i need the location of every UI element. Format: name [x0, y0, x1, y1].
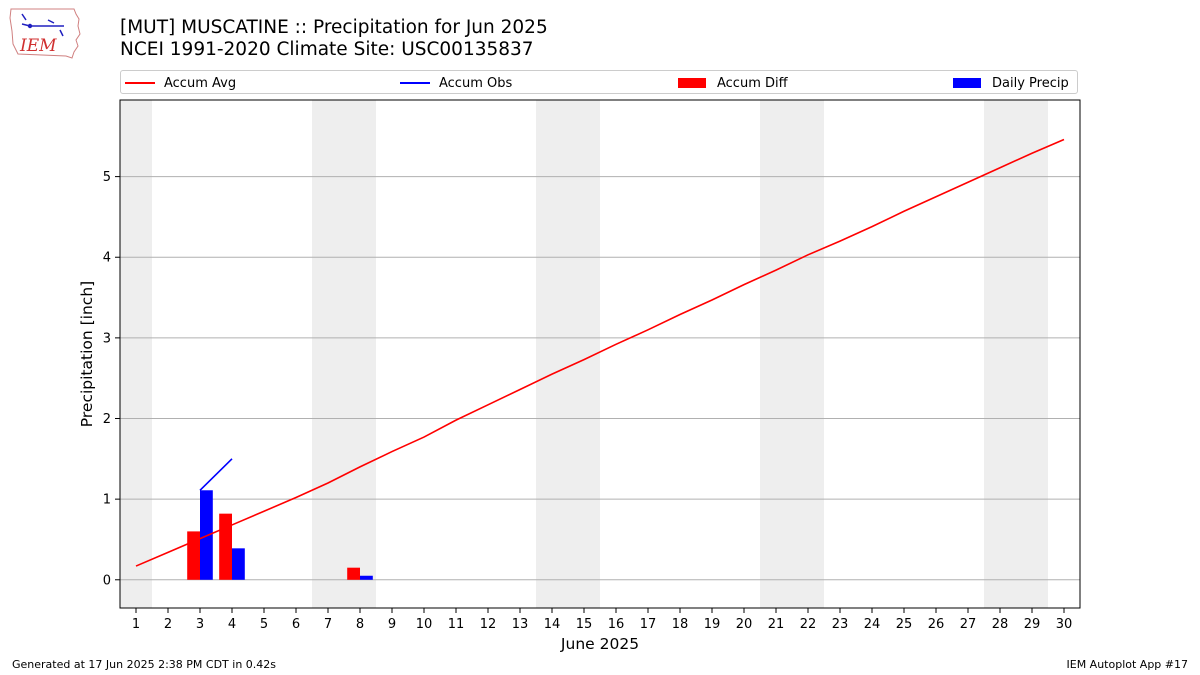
xtick-label-22: 22 [800, 617, 817, 632]
xtick-label-28: 28 [992, 617, 1009, 632]
xtick-label-5: 5 [260, 617, 268, 632]
iem-logo: IEM [9, 8, 81, 59]
ytick-label-1: 1 [103, 493, 111, 508]
legend-swatch-accum-avg [125, 82, 155, 84]
bar-daily-precip-day-3 [200, 490, 213, 580]
y-gridlines [120, 176, 1080, 581]
line-accum-obs [199, 458, 233, 491]
xtick-label-14: 14 [544, 617, 561, 632]
bar-accum-diff-day-8 [347, 567, 360, 580]
y-ticks: 0 1 2 3 4 5 [103, 170, 120, 588]
footer-generated: Generated at 17 Jun 2025 2:38 PM CDT in … [12, 658, 277, 671]
legend-label-accum-diff: Accum Diff [717, 75, 788, 91]
weekend-band-day-29 [1016, 100, 1048, 608]
weekend-band-day-8 [344, 100, 376, 608]
xtick-label-4: 4 [228, 617, 236, 632]
xtick-label-23: 23 [832, 617, 849, 632]
weekend-band-day-28 [984, 100, 1016, 608]
xtick-label-11: 11 [448, 617, 465, 632]
y-axis-label: Precipitation [inch] [78, 281, 96, 427]
x-axis-label: June 2025 [560, 635, 639, 653]
footer-app: IEM Autoplot App #17 [1066, 658, 1189, 671]
weekend-shading [120, 100, 1048, 608]
legend-item-accum-obs: Accum Obs [400, 74, 512, 92]
x-ticks: 1 2 3 4 5 6 7 8 9 10 11 12 13 14 15 16 17 18 19 20 21 22 23 24 2… [132, 608, 1072, 632]
xtick-label-9: 9 [388, 617, 396, 632]
xtick-label-13: 13 [512, 617, 529, 632]
xtick-label-19: 19 [704, 617, 721, 632]
legend-swatch-daily-precip [953, 78, 981, 88]
xtick-label-24: 24 [864, 617, 881, 632]
xtick-label-10: 10 [416, 617, 433, 632]
plot-frame [119, 99, 1081, 609]
weekend-band-day-1 [120, 100, 152, 608]
xtick-label-15: 15 [576, 617, 593, 632]
xtick-label-18: 18 [672, 617, 689, 632]
xtick-label-6: 6 [292, 617, 300, 632]
legend-item-accum-avg: Accum Avg [125, 74, 236, 92]
xtick-label-17: 17 [640, 617, 657, 632]
ytick-label-5: 5 [103, 170, 111, 185]
legend-swatch-accum-obs [400, 82, 430, 84]
line-accum-avg [135, 138, 1065, 567]
lines [135, 138, 1065, 567]
bar-daily-precip-day-8 [360, 575, 373, 580]
weekend-band-day-7 [312, 100, 344, 608]
legend-label-accum-avg: Accum Avg [164, 75, 237, 91]
ytick-label-0: 0 [103, 573, 111, 588]
xtick-label-25: 25 [896, 617, 913, 632]
ytick-label-2: 2 [103, 412, 111, 427]
logo-text: IEM [19, 36, 57, 56]
title-line-2: NCEI 1991-2020 Climate Site: USC00135837 [120, 39, 534, 60]
xtick-label-7: 7 [324, 617, 332, 632]
legend-label-accum-obs: Accum Obs [439, 75, 513, 91]
xtick-label-8: 8 [356, 617, 364, 632]
weekend-band-day-22 [792, 100, 824, 608]
xtick-label-20: 20 [736, 617, 753, 632]
xtick-label-1: 1 [132, 617, 140, 632]
xtick-label-30: 30 [1056, 617, 1073, 632]
legend-item-accum-diff: Accum Diff [678, 74, 788, 92]
xtick-label-21: 21 [768, 617, 785, 632]
iowa-outline-icon [9, 8, 81, 59]
xtick-label-26: 26 [928, 617, 945, 632]
xtick-label-27: 27 [960, 617, 977, 632]
bar-daily-precip-day-4 [232, 548, 245, 580]
weekend-band-day-14 [536, 100, 568, 608]
bar-accum-diff-day-4 [219, 513, 232, 580]
legend-label-daily-precip: Daily Precip [992, 75, 1069, 91]
xtick-label-29: 29 [1024, 617, 1041, 632]
title-line-1: [MUT] MUSCATINE :: Precipitation for Jun… [120, 17, 548, 38]
ytick-label-4: 4 [103, 251, 111, 266]
ytick-label-3: 3 [103, 331, 111, 346]
xtick-label-2: 2 [164, 617, 172, 632]
xtick-label-12: 12 [480, 617, 497, 632]
legend-swatch-accum-diff [678, 78, 706, 88]
xtick-label-16: 16 [608, 617, 625, 632]
chart-title: [MUT] MUSCATINE :: Precipitation for Jun… [120, 17, 548, 61]
weekend-band-day-21 [760, 100, 792, 608]
legend-item-daily-precip: Daily Precip [953, 74, 1069, 92]
station-dot-icon [27, 23, 33, 29]
legend: Accum Avg Accum Obs Accum Diff Daily Pre… [120, 70, 1078, 94]
xtick-label-3: 3 [196, 617, 204, 632]
